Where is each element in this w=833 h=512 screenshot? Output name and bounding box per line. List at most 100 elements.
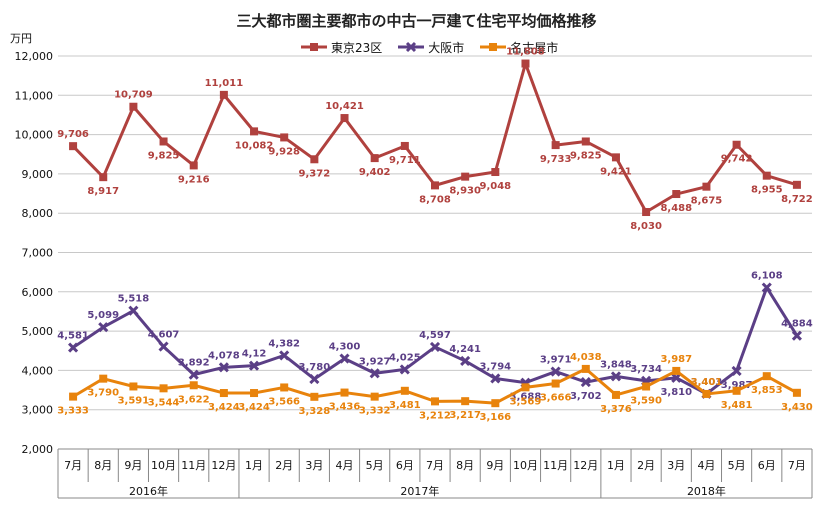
data-point-marker: [491, 399, 500, 408]
data-point-marker: [129, 382, 138, 391]
legend-label-tokyo: 東京23区: [331, 40, 383, 55]
x-tick-label: 11月: [181, 459, 206, 472]
data-label: 3,401: [691, 377, 723, 388]
data-point-marker: [702, 182, 711, 191]
data-point-marker: [340, 114, 349, 123]
data-label: 9,928: [268, 146, 300, 157]
data-label: 9,706: [57, 129, 89, 140]
data-point-marker: [99, 374, 108, 383]
data-point-marker: [188, 369, 199, 380]
data-point-marker: [280, 383, 289, 392]
data-point-marker: [762, 372, 771, 381]
data-label: 8,917: [87, 186, 119, 197]
data-label: 3,734: [630, 364, 662, 375]
y-tick-label: 3,000: [22, 404, 54, 417]
data-point-marker: [672, 190, 681, 199]
data-point-marker: [250, 389, 259, 398]
data-label: 3,328: [299, 406, 331, 417]
data-label: 3,790: [87, 388, 119, 399]
data-point-marker: [159, 384, 168, 393]
data-point-marker: [310, 155, 319, 164]
y-tick-label: 9,000: [22, 168, 54, 181]
legend-swatch-osaka: [398, 41, 425, 53]
data-label: 3,591: [118, 395, 150, 406]
data-label: 3,166: [479, 412, 511, 423]
data-point-marker: [98, 322, 109, 333]
data-label: 4,607: [148, 330, 180, 341]
data-point-marker: [702, 389, 711, 398]
data-point-marker: [671, 372, 682, 383]
data-label: 6,108: [751, 271, 783, 282]
data-point-marker: [399, 364, 410, 375]
data-point-marker: [521, 59, 530, 68]
data-point-marker: [521, 383, 530, 392]
data-label: 3,810: [660, 387, 692, 398]
data-label: 9,372: [299, 168, 331, 179]
data-point-marker: [370, 392, 379, 401]
x-year-label: 2016年: [129, 484, 168, 498]
data-point-marker: [550, 366, 561, 377]
data-point-marker: [99, 173, 108, 182]
legend-item-osaka: 大阪市: [398, 39, 464, 56]
data-label: 4,581: [57, 331, 89, 342]
data-label: 9,825: [570, 150, 602, 161]
y-tick-label: 6,000: [22, 286, 54, 299]
data-label: 4,597: [419, 330, 451, 341]
data-label: 3,217: [449, 410, 481, 421]
data-label: 9,733: [540, 154, 572, 165]
data-point-marker: [340, 388, 349, 397]
data-label: 3,430: [781, 402, 813, 413]
data-label: 9,216: [178, 174, 210, 185]
data-label: 3,702: [570, 391, 602, 402]
x-tick-label: 12月: [573, 459, 598, 472]
data-label: 3,481: [389, 400, 421, 411]
x-tick-label: 6月: [758, 459, 776, 472]
data-point-marker: [461, 397, 470, 406]
data-label: 8,708: [419, 194, 451, 205]
data-label: 3,403: [691, 377, 723, 388]
data-label: 8,930: [449, 186, 481, 197]
data-label: 3,544: [148, 397, 180, 408]
data-label: 3,481: [721, 400, 753, 411]
data-label: 3,848: [600, 359, 632, 370]
x-tick-label: 3月: [305, 459, 323, 472]
data-label: 4,300: [329, 342, 361, 353]
data-label: 8,030: [630, 221, 662, 232]
y-tick-label: 11,000: [15, 89, 54, 102]
data-point-marker: [128, 305, 139, 316]
data-label: 8,955: [751, 185, 783, 196]
data-point-marker: [189, 161, 198, 170]
data-point-marker: [491, 168, 500, 177]
data-label: 4,038: [570, 352, 602, 363]
data-point-marker: [431, 397, 439, 406]
data-label: 10,421: [325, 101, 364, 112]
data-label: 9,048: [479, 181, 511, 192]
data-label: 9,711: [389, 155, 421, 166]
data-label: 9,402: [359, 167, 391, 178]
data-label: 3,332: [359, 406, 391, 417]
data-point-marker: [611, 390, 620, 399]
x-tick-label: 5月: [728, 459, 746, 472]
legend-label-osaka: 大阪市: [428, 40, 465, 55]
y-tick-label: 12,000: [15, 50, 54, 63]
x-tick-label: 12月: [211, 459, 236, 472]
data-label: 3,436: [329, 402, 361, 413]
data-point-marker: [429, 341, 441, 352]
data-point-marker: [189, 381, 198, 390]
x-tick-label: 9月: [486, 459, 504, 472]
data-label: 4,884: [781, 319, 813, 330]
data-point-marker: [219, 90, 228, 99]
data-label: 4,241: [449, 344, 481, 355]
x-tick-label: 5月: [366, 459, 384, 472]
data-point-marker: [791, 330, 802, 341]
data-label: 9,742: [721, 154, 753, 165]
data-label: 3,622: [178, 394, 210, 405]
data-label: 3,794: [479, 361, 511, 372]
data-label: 3,566: [268, 396, 300, 407]
data-point-marker: [762, 171, 771, 180]
y-tick-label: 4,000: [22, 364, 54, 377]
data-label: 11,808: [506, 47, 545, 58]
data-label: 8,675: [691, 196, 723, 207]
x-tick-label: 1月: [245, 459, 263, 472]
